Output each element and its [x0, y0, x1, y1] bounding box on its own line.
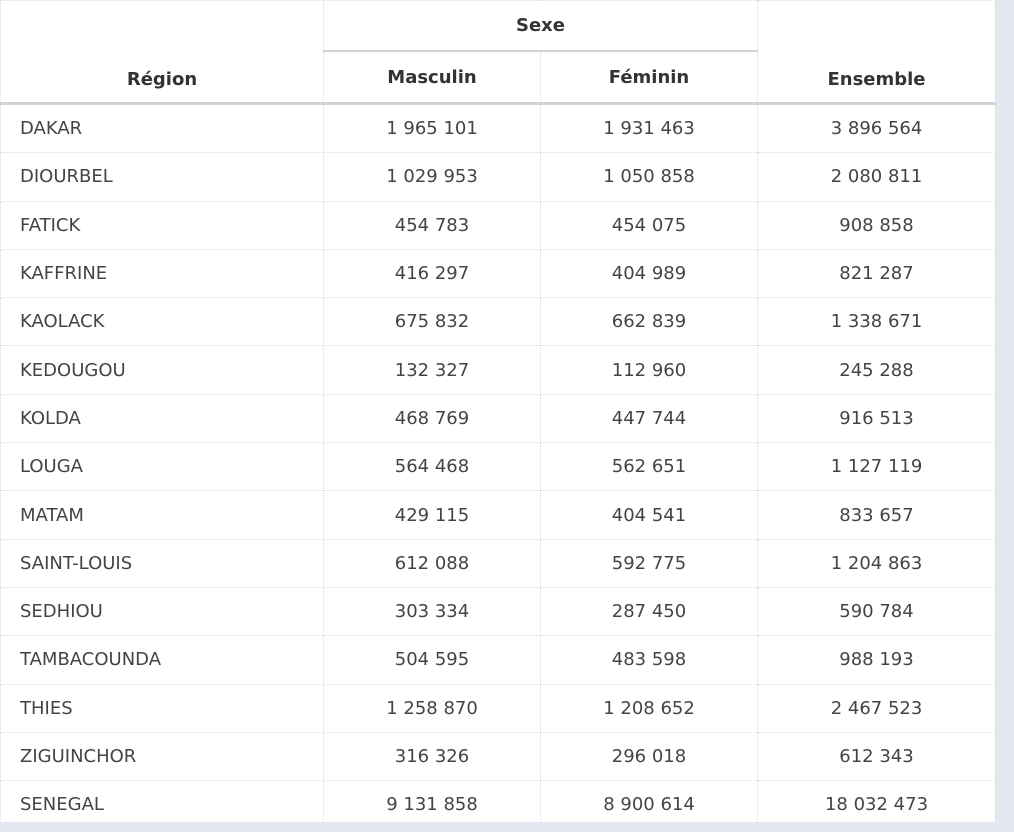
cell-masculin: 429 115 — [323, 490, 541, 540]
cell-feminin: 447 744 — [540, 393, 758, 444]
cell-ensemble: 916 513 — [757, 393, 996, 444]
cell-feminin: 562 651 — [540, 442, 758, 492]
cell-ensemble: 245 288 — [757, 345, 996, 395]
cell-masculin: 316 326 — [323, 731, 541, 782]
cell-masculin: 454 783 — [323, 200, 541, 250]
cell-masculin: 1 965 101 — [323, 102, 541, 154]
cell-ensemble: 1 204 863 — [757, 538, 996, 588]
cell-region: TAMBACOUNDA — [0, 635, 324, 685]
table-row: LOUGA 564 468 562 651 1 127 119 — [0, 442, 996, 492]
cell-feminin: 8 900 614 — [540, 780, 758, 830]
cell-region: SEDHIOU — [0, 586, 324, 637]
cell-ensemble: 1 127 119 — [757, 442, 996, 492]
cell-ensemble: 833 657 — [757, 490, 996, 540]
cell-region: SAINT-LOUIS — [0, 538, 324, 588]
cell-ensemble: 18 032 473 — [757, 780, 996, 830]
cell-region: FATICK — [0, 200, 324, 250]
cell-feminin: 404 989 — [540, 248, 758, 299]
population-table-container: Région Sexe Ensemble Masculin Féminin DA… — [0, 0, 996, 830]
table-row: SAINT-LOUIS 612 088 592 775 1 204 863 — [0, 538, 996, 588]
cell-feminin: 296 018 — [540, 731, 758, 782]
cell-region: KOLDA — [0, 393, 324, 444]
cell-masculin: 1 029 953 — [323, 152, 541, 202]
header-sexe: Sexe — [323, 0, 758, 52]
table-row: KEDOUGOU 132 327 112 960 245 288 — [0, 345, 996, 395]
cell-masculin: 9 131 858 — [323, 780, 541, 830]
cell-masculin: 564 468 — [323, 442, 541, 492]
table-row: DAKAR 1 965 101 1 931 463 3 896 564 — [0, 102, 996, 154]
cell-masculin: 1 258 870 — [323, 683, 541, 733]
cell-ensemble: 988 193 — [757, 635, 996, 685]
cell-region: KAOLACK — [0, 297, 324, 347]
cell-ensemble: 821 287 — [757, 248, 996, 299]
cell-feminin: 592 775 — [540, 538, 758, 588]
cell-feminin: 1 050 858 — [540, 152, 758, 202]
cell-masculin: 675 832 — [323, 297, 541, 347]
cell-masculin: 416 297 — [323, 248, 541, 299]
cell-feminin: 1 208 652 — [540, 683, 758, 733]
cell-ensemble: 1 338 671 — [757, 297, 996, 347]
header-masculin: Masculin — [323, 50, 541, 105]
cell-ensemble: 908 858 — [757, 200, 996, 250]
table-row: MATAM 429 115 404 541 833 657 — [0, 490, 996, 540]
table-row: FATICK 454 783 454 075 908 858 — [0, 200, 996, 250]
cell-feminin: 1 931 463 — [540, 102, 758, 154]
cell-ensemble: 612 343 — [757, 731, 996, 782]
cell-feminin: 483 598 — [540, 635, 758, 685]
cell-region: MATAM — [0, 490, 324, 540]
cell-region: THIES — [0, 683, 324, 733]
cell-feminin: 112 960 — [540, 345, 758, 395]
cell-feminin: 287 450 — [540, 586, 758, 637]
header-feminin: Féminin — [540, 50, 758, 105]
header-region: Région — [0, 0, 324, 105]
cell-ensemble: 2 467 523 — [757, 683, 996, 733]
cell-masculin: 132 327 — [323, 345, 541, 395]
cell-region: SENEGAL — [0, 780, 324, 830]
table-row: KAFFRINE 416 297 404 989 821 287 — [0, 248, 996, 299]
header-ensemble: Ensemble — [757, 0, 996, 105]
cell-region: DAKAR — [0, 102, 324, 154]
cell-masculin: 303 334 — [323, 586, 541, 637]
table-row: DIOURBEL 1 029 953 1 050 858 2 080 811 — [0, 152, 996, 202]
cell-region: KAFFRINE — [0, 248, 324, 299]
cell-region: DIOURBEL — [0, 152, 324, 202]
cell-masculin: 504 595 — [323, 635, 541, 685]
cell-masculin: 468 769 — [323, 393, 541, 444]
cell-masculin: 612 088 — [323, 538, 541, 588]
cell-region: LOUGA — [0, 442, 324, 492]
cell-feminin: 404 541 — [540, 490, 758, 540]
cell-ensemble: 2 080 811 — [757, 152, 996, 202]
table-row: KAOLACK 675 832 662 839 1 338 671 — [0, 297, 996, 347]
cell-region: ZIGUINCHOR — [0, 731, 324, 782]
cell-ensemble: 3 896 564 — [757, 102, 996, 154]
table-row: TAMBACOUNDA 504 595 483 598 988 193 — [0, 635, 996, 685]
population-table: Région Sexe Ensemble Masculin Féminin DA… — [0, 0, 996, 830]
table-row: SEDHIOU 303 334 287 450 590 784 — [0, 586, 996, 637]
table-row: ZIGUINCHOR 316 326 296 018 612 343 — [0, 731, 996, 782]
cell-feminin: 454 075 — [540, 200, 758, 250]
cell-feminin: 662 839 — [540, 297, 758, 347]
cell-region: KEDOUGOU — [0, 345, 324, 395]
table-row: SENEGAL 9 131 858 8 900 614 18 032 473 — [0, 780, 996, 830]
cell-ensemble: 590 784 — [757, 586, 996, 637]
table-row: THIES 1 258 870 1 208 652 2 467 523 — [0, 683, 996, 733]
table-row: KOLDA 468 769 447 744 916 513 — [0, 393, 996, 444]
